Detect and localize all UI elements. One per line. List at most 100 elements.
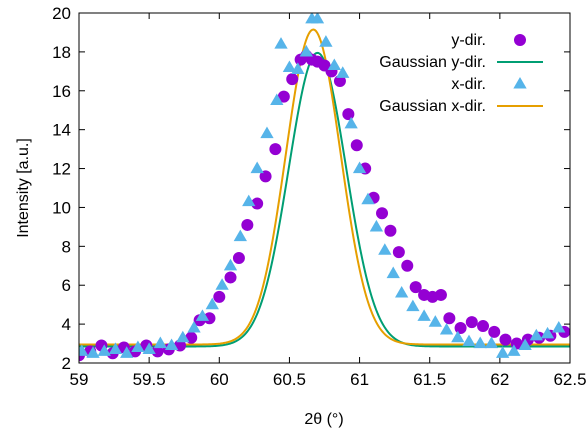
point-x-dir — [439, 322, 454, 335]
point-x-dir — [310, 13, 325, 24]
y-tick-label: 20 — [52, 4, 71, 23]
point-x-dir — [496, 346, 510, 358]
y-tick-label: 14 — [52, 121, 71, 140]
point-x-dir — [215, 278, 229, 290]
point-y-dir — [286, 73, 299, 86]
point-y-dir — [241, 218, 254, 231]
x-tick-label: 62.5 — [553, 370, 586, 389]
point-x-dir — [540, 326, 555, 339]
point-x-dir — [97, 344, 111, 356]
x-tick-label: 62 — [490, 370, 509, 389]
point-y-dir — [259, 170, 272, 183]
legend-triangle-marker — [513, 77, 527, 89]
point-y-dir — [443, 312, 456, 325]
point-x-dir — [250, 161, 264, 174]
point-x-dir — [395, 286, 409, 298]
point-x-dir — [223, 258, 238, 271]
point-x-dir — [319, 35, 333, 47]
y-tick-label: 12 — [52, 160, 71, 179]
point-y-dir — [384, 224, 397, 237]
point-y-dir — [151, 345, 164, 358]
legend-label: x-dir. — [451, 76, 486, 93]
x-tick-label: 60.5 — [273, 370, 306, 389]
y-tick-label: 2 — [62, 354, 71, 373]
legend-label: Gaussian y-dir. — [379, 54, 486, 71]
point-y-dir — [392, 246, 405, 259]
point-x-dir — [86, 346, 100, 358]
point-y-dir — [333, 75, 346, 88]
point-x-dir — [195, 309, 210, 321]
legend: y-dir. Gaussian y-dir. x-dir. Gaussian x-di… — [379, 32, 543, 115]
point-x-dir — [406, 299, 420, 312]
point-x-dir — [518, 338, 532, 351]
point-y-dir — [342, 108, 355, 121]
x-tick-label: 61.5 — [413, 370, 446, 389]
point-x-dir — [142, 342, 156, 354]
point-y-dir — [499, 333, 512, 346]
legend-label: y-dir. — [451, 32, 486, 49]
point-x-dir — [484, 336, 499, 349]
point-x-dir — [153, 336, 168, 349]
point-x-dir — [507, 344, 521, 356]
point-x-dir — [369, 219, 384, 232]
point-y-dir — [224, 271, 237, 284]
point-x-dir — [552, 321, 566, 333]
point-y-dir — [203, 312, 216, 325]
point-x-dir — [352, 161, 367, 174]
y-tick-label: 8 — [62, 237, 71, 256]
point-x-dir — [108, 342, 123, 354]
point-y-dir — [454, 322, 467, 334]
y-tick-label: 18 — [52, 43, 71, 62]
point-y-dir — [488, 325, 501, 338]
point-x-dir — [164, 338, 179, 351]
point-x-dir — [529, 328, 543, 341]
point-y-dir — [477, 320, 490, 333]
point-x-dir — [378, 243, 392, 255]
point-x-dir — [291, 62, 305, 74]
point-x-dir — [327, 58, 341, 71]
point-x-dir — [79, 344, 89, 356]
point-x-dir — [187, 321, 201, 333]
point-x-dir — [260, 126, 274, 139]
point-y-dir — [465, 316, 478, 329]
y-tick-label: 6 — [62, 276, 71, 295]
x-tick-label: 61 — [350, 370, 369, 389]
point-x-dir — [120, 346, 134, 358]
point-y-dir — [251, 197, 264, 210]
point-x-dir — [344, 116, 358, 129]
point-y-dir — [277, 90, 290, 103]
point-x-dir — [299, 44, 313, 57]
point-x-dir — [417, 309, 431, 321]
y-tick-label: 4 — [62, 315, 71, 334]
point-x-dir — [462, 334, 476, 347]
legend-circle-marker — [514, 34, 526, 46]
legend-label: Gaussian x-dir. — [379, 98, 486, 115]
point-x-dir — [336, 66, 350, 78]
point-y-dir — [434, 288, 447, 301]
point-x-dir — [131, 340, 145, 352]
point-x-dir — [233, 229, 247, 242]
point-y-dir — [401, 259, 414, 272]
point-y-dir — [409, 281, 422, 294]
point-x-dir — [205, 297, 219, 310]
x-axis-title: 2θ (°) — [304, 411, 343, 428]
point-x-dir — [361, 192, 375, 205]
x-tick-label: 59 — [70, 370, 89, 389]
x-tick-label: 59.5 — [133, 370, 166, 389]
x-tick-label: 60 — [210, 370, 229, 389]
point-y-dir — [232, 252, 245, 264]
point-x-dir — [176, 330, 190, 343]
point-y-dir — [213, 290, 226, 303]
point-y-dir — [269, 143, 282, 156]
point-x-dir — [428, 315, 442, 327]
plot-frame — [78, 12, 571, 364]
y-tick-label: 10 — [52, 198, 71, 217]
point-x-dir — [282, 60, 297, 72]
point-x-dir — [451, 330, 465, 343]
point-x-dir — [242, 194, 256, 207]
point-x-dir — [274, 37, 288, 49]
y-axis-title: Intensity [a.u.] — [15, 138, 32, 238]
point-y-dir — [376, 207, 389, 220]
point-x-dir — [473, 336, 487, 349]
